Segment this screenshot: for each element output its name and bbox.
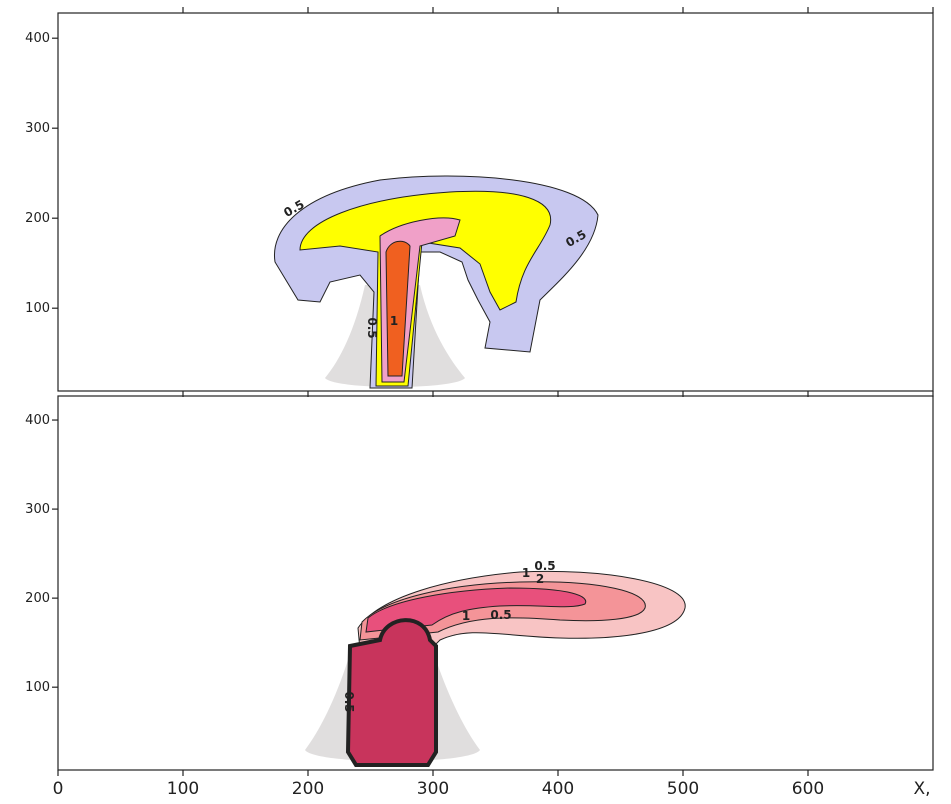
- plot-frame: [57, 395, 934, 771]
- contour-label: 2: [536, 572, 544, 586]
- y-tick-label: 200: [25, 591, 50, 606]
- contour-label: 1: [522, 566, 530, 580]
- y-tick-label: 300: [25, 121, 50, 136]
- x-tick-label: 400: [542, 779, 574, 799]
- contour-panel: [273, 175, 599, 389]
- contour-label: 0.5: [365, 317, 379, 338]
- contour-panel: [345, 570, 686, 767]
- contour-label: 0.5: [490, 608, 511, 622]
- x-tick-label: 300: [417, 779, 449, 799]
- y-tick-label: 400: [25, 31, 50, 46]
- contour-level: [345, 618, 438, 767]
- x-tick-label: 100: [167, 779, 199, 799]
- contour-label: 0.5: [534, 559, 555, 573]
- contour-label: 0.5: [342, 691, 356, 712]
- y-tick-label: 200: [25, 211, 50, 226]
- x-tick-label: 200: [292, 779, 324, 799]
- x-axis-label: X,: [913, 779, 930, 799]
- contour-level: [385, 240, 411, 377]
- contour-label: 1: [390, 314, 398, 328]
- x-tick-label: 600: [792, 779, 824, 799]
- contour-level: [365, 587, 587, 633]
- contour-label: 1: [462, 609, 470, 623]
- plot-frame: [57, 12, 934, 392]
- contour-level: [299, 190, 552, 387]
- y-tick-label: 300: [25, 502, 50, 517]
- y-tick-label: 400: [25, 413, 50, 428]
- x-tick-label: 0: [53, 779, 64, 799]
- y-tick-label: 100: [25, 301, 50, 316]
- x-tick-label: 500: [667, 779, 699, 799]
- y-tick-label: 100: [25, 680, 50, 695]
